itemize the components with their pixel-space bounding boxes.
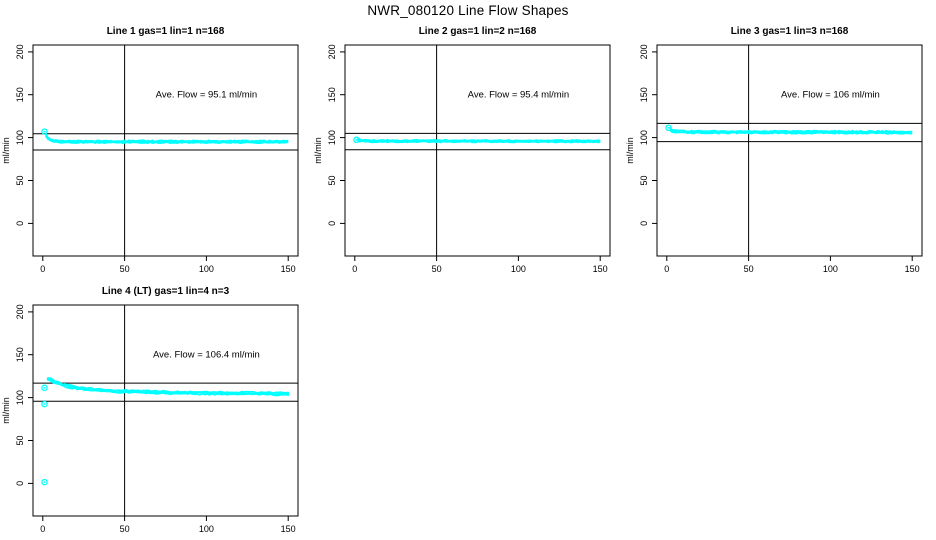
- flow-curve-layer: [669, 127, 913, 133]
- y-tick-label: 0: [15, 481, 25, 486]
- x-tick-label: 150: [905, 264, 920, 274]
- ave-flow-annotation: Ave. Flow = 95.4 ml/min: [468, 90, 569, 101]
- y-tick-label: 0: [327, 221, 337, 226]
- y-tick-label: 50: [327, 175, 337, 185]
- y-axis: 0 50 100 150 200: [639, 44, 657, 226]
- x-axis: 0 50 100 150: [40, 256, 296, 274]
- x-tick-label: 100: [199, 524, 214, 534]
- x-tick-label: 50: [432, 264, 442, 274]
- flow-curve-layer: [46, 377, 290, 395]
- outlier-point: [41, 478, 48, 486]
- y-tick-label: 0: [15, 221, 25, 226]
- y-axis-label: ml/min: [625, 137, 635, 164]
- x-tick-label: 100: [511, 264, 526, 274]
- subplot-canvas-1: Line 1 gas=1 lin=1 n=168 0 50 100 150 0 50 100 1…: [1, 26, 299, 274]
- y-tick-label: 150: [15, 87, 25, 102]
- subplot-title: Line 3 gas=1 lin=3 n=168: [731, 26, 849, 37]
- x-tick-label: 100: [823, 264, 838, 274]
- x-axis: 0 50 100 150: [664, 256, 920, 274]
- flow-curve-layer: [45, 133, 289, 143]
- outlier-point: [41, 384, 48, 392]
- outlier-point-center: [43, 387, 46, 389]
- plot-box: [32, 304, 299, 517]
- y-tick-label: 200: [327, 44, 337, 59]
- y-tick-label: 50: [15, 435, 25, 445]
- x-tick-label: 0: [40, 524, 45, 534]
- x-tick-label: 150: [281, 524, 296, 534]
- subplot-title: Line 2 gas=1 lin=2 n=168: [419, 26, 537, 37]
- y-tick-label: 150: [639, 87, 649, 102]
- outlier-point-center: [355, 139, 358, 141]
- x-tick-label: 50: [120, 264, 130, 274]
- y-tick-label: 150: [327, 87, 337, 102]
- subplot-title: Line 4 (LT) gas=1 lin=4 n=3: [102, 286, 230, 297]
- outlier-point: [665, 124, 672, 132]
- y-tick-label: 150: [15, 347, 25, 362]
- y-tick-label: 100: [15, 390, 25, 405]
- x-axis: 0 50 100 150: [352, 256, 608, 274]
- y-tick-label: 200: [639, 44, 649, 59]
- subplot-line-1: Line 1 gas=1 lin=1 n=168 0 50 100 150 0 50 100 1…: [0, 18, 312, 278]
- y-axis: 0 50 100 150 200: [327, 44, 345, 226]
- y-tick-label: 50: [639, 175, 649, 185]
- subplot-canvas-4: Line 4 (LT) gas=1 lin=4 n=3 0 50 100 150 0 50 1…: [1, 286, 299, 534]
- ave-flow-annotation: Ave. Flow = 106.4 ml/min: [153, 350, 260, 361]
- subplot-line-3: Line 3 gas=1 lin=3 n=168 0 50 100 150 0 50 100 1…: [624, 18, 936, 278]
- y-tick-label: 200: [15, 44, 25, 59]
- subplot-line-2: Line 2 gas=1 lin=2 n=168 0 50 100 150 0 50 100 1…: [312, 18, 624, 278]
- y-axis-label: ml/min: [1, 397, 11, 424]
- y-axis: 0 50 100 150 200: [15, 44, 33, 226]
- x-tick-label: 0: [40, 264, 45, 274]
- data-band: [45, 133, 289, 144]
- x-axis: 0 50 100 150: [40, 516, 296, 534]
- data-band: [669, 127, 913, 135]
- subplot-canvas-3: Line 3 gas=1 lin=3 n=168 0 50 100 150 0 50 100 1…: [625, 26, 923, 274]
- y-axis: 0 50 100 150 200: [15, 304, 33, 486]
- subplot-canvas-2: Line 2 gas=1 lin=2 n=168 0 50 100 150 0 50 100 1…: [313, 26, 611, 274]
- y-tick-label: 200: [15, 304, 25, 319]
- ave-flow-annotation: Ave. Flow = 106 ml/min: [781, 90, 880, 101]
- outlier-point: [41, 400, 48, 408]
- data-band: [357, 137, 601, 144]
- subplot-line-4-lt: Line 4 (LT) gas=1 lin=4 n=3 0 50 100 150 0 50 1…: [0, 278, 312, 538]
- y-axis-label: ml/min: [1, 137, 11, 164]
- outlier-point: [353, 136, 360, 144]
- figure-title: NWR_080120 Line Flow Shapes: [367, 3, 569, 18]
- y-tick-label: 100: [639, 130, 649, 145]
- x-tick-label: 150: [593, 264, 608, 274]
- flow-curve-layer: [357, 137, 601, 142]
- outlier-point-center: [43, 403, 46, 405]
- data-band: [46, 377, 290, 397]
- subplot-title: Line 1 gas=1 lin=1 n=168: [107, 26, 225, 37]
- x-tick-label: 100: [199, 264, 214, 274]
- outlier-point: [41, 128, 48, 135]
- outlier-point-center: [43, 481, 46, 483]
- x-tick-label: 50: [120, 524, 130, 534]
- x-tick-label: 0: [664, 264, 669, 274]
- outlier-point-center: [667, 127, 670, 129]
- y-axis-label: ml/min: [313, 137, 323, 164]
- ave-flow-annotation: Ave. Flow = 95.1 ml/min: [156, 90, 257, 101]
- y-tick-label: 100: [327, 130, 337, 145]
- x-tick-label: 150: [281, 264, 296, 274]
- x-tick-label: 0: [352, 264, 357, 274]
- y-tick-label: 100: [15, 130, 25, 145]
- outlier-point-center: [43, 130, 46, 133]
- plot-box: [344, 44, 611, 257]
- x-tick-label: 50: [744, 264, 754, 274]
- y-tick-label: 0: [639, 221, 649, 226]
- plot-box: [656, 44, 923, 257]
- y-tick-label: 50: [15, 175, 25, 185]
